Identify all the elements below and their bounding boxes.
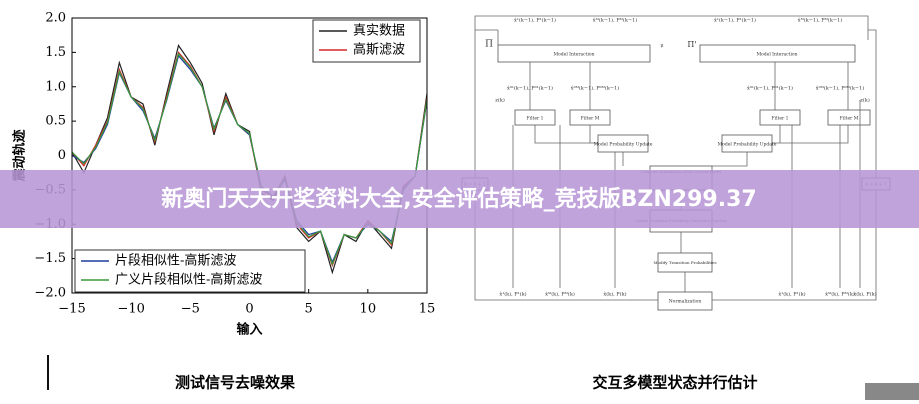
box — [827, 109, 871, 126]
box — [497, 44, 651, 63]
y-tick-label: 1.0 — [45, 79, 66, 94]
label: z(k) — [495, 97, 505, 104]
x-tick-label: −15 — [58, 302, 85, 317]
label: x̂ᴹ(k−1), Pᴹ(k−1) — [797, 17, 842, 24]
legend-box — [312, 19, 421, 63]
label: Model Interaction — [553, 52, 594, 58]
label: z(k) — [860, 97, 870, 104]
series-line — [71, 44, 428, 275]
banner-text: 新奥门天天开奖资料大全,安全评估策略_竞技版BZN299.37 — [161, 186, 756, 212]
label: x̂ᴹ(k), Pᴹ(k) — [825, 291, 855, 298]
label: Model Probability Update — [718, 142, 777, 148]
legend-label: 广义片段相似性-高斯滤波 — [115, 272, 262, 288]
series-line — [71, 52, 428, 266]
box — [699, 44, 856, 63]
imm-diagram — [461, 15, 891, 311]
label: Model Probability Update — [594, 142, 653, 148]
corner-block — [865, 383, 919, 400]
x-tick-label: 10 — [360, 302, 377, 317]
y-tick-label: −2.0 — [34, 286, 66, 301]
y-axis-label: 震动轨迹 — [12, 129, 28, 182]
label: x̂ᴹ(k−1), Pᴹ(k−1) — [592, 17, 637, 24]
label: Π — [485, 40, 493, 50]
legend-label: 片段相似性-高斯滤波 — [115, 253, 236, 269]
banner — [0, 170, 919, 228]
legend-label: 真实数据 — [353, 24, 405, 39]
caption: 交互多模型状态并行估计 — [592, 374, 757, 392]
x-tick-label: −5 — [181, 302, 200, 317]
label: Π' — [687, 40, 696, 49]
x-axis-label: 输入 — [236, 322, 262, 338]
y-tick-label: 1.5 — [45, 45, 66, 60]
label: x̂¹(k−1), P¹(k−1) — [714, 17, 756, 24]
label: Filter 1 — [527, 116, 544, 122]
label: Modify Transition Probabilities — [653, 260, 716, 265]
x-tick-label: 15 — [419, 302, 436, 317]
y-tick-label: 0 — [58, 148, 66, 163]
label: x̂¹(k), P¹(k) — [778, 291, 806, 298]
label: μ — [660, 43, 664, 49]
label: x̂⁰ᴹ(k−1), P⁰ᴹ(k−1) — [570, 85, 619, 92]
y-tick-label: −1.5 — [34, 251, 66, 266]
label: x̂⁰¹(k−1), P⁰¹(k−1) — [747, 85, 793, 92]
x-tick-label: −10 — [117, 302, 144, 317]
label: Model Interaction — [756, 52, 797, 58]
label: x̂⁰ᴹ(k−1), P⁰ᴹ(k−1) — [815, 85, 864, 92]
y-tick-label: 2.0 — [45, 11, 66, 26]
label: x̂(k), P(k) — [853, 291, 877, 298]
label: Filter M — [581, 116, 600, 122]
legend-box — [74, 249, 306, 293]
label: Normalization — [669, 299, 702, 305]
caption: 测试信号去噪效果 — [175, 374, 296, 392]
x-tick-label: 5 — [305, 302, 313, 317]
plot-frame — [71, 17, 428, 294]
legend-label: 高斯滤波 — [353, 42, 405, 58]
label: x̂⁰¹(k−1), P⁰¹(k−1) — [507, 85, 553, 92]
x-tick-label: 0 — [245, 302, 253, 317]
label: Filter 1 — [772, 116, 789, 122]
series-line — [71, 54, 428, 264]
label: x̂¹(k), P¹(k) — [499, 291, 527, 298]
label: x̂(k), P(k) — [603, 291, 627, 298]
label: x̂ᴹ(k), Pᴹ(k) — [545, 291, 575, 298]
connector — [474, 15, 877, 301]
label: x̂¹(k−1), P¹(k−1) — [514, 17, 556, 24]
label: Filter M — [840, 116, 859, 122]
y-tick-label: 0.5 — [45, 114, 66, 129]
